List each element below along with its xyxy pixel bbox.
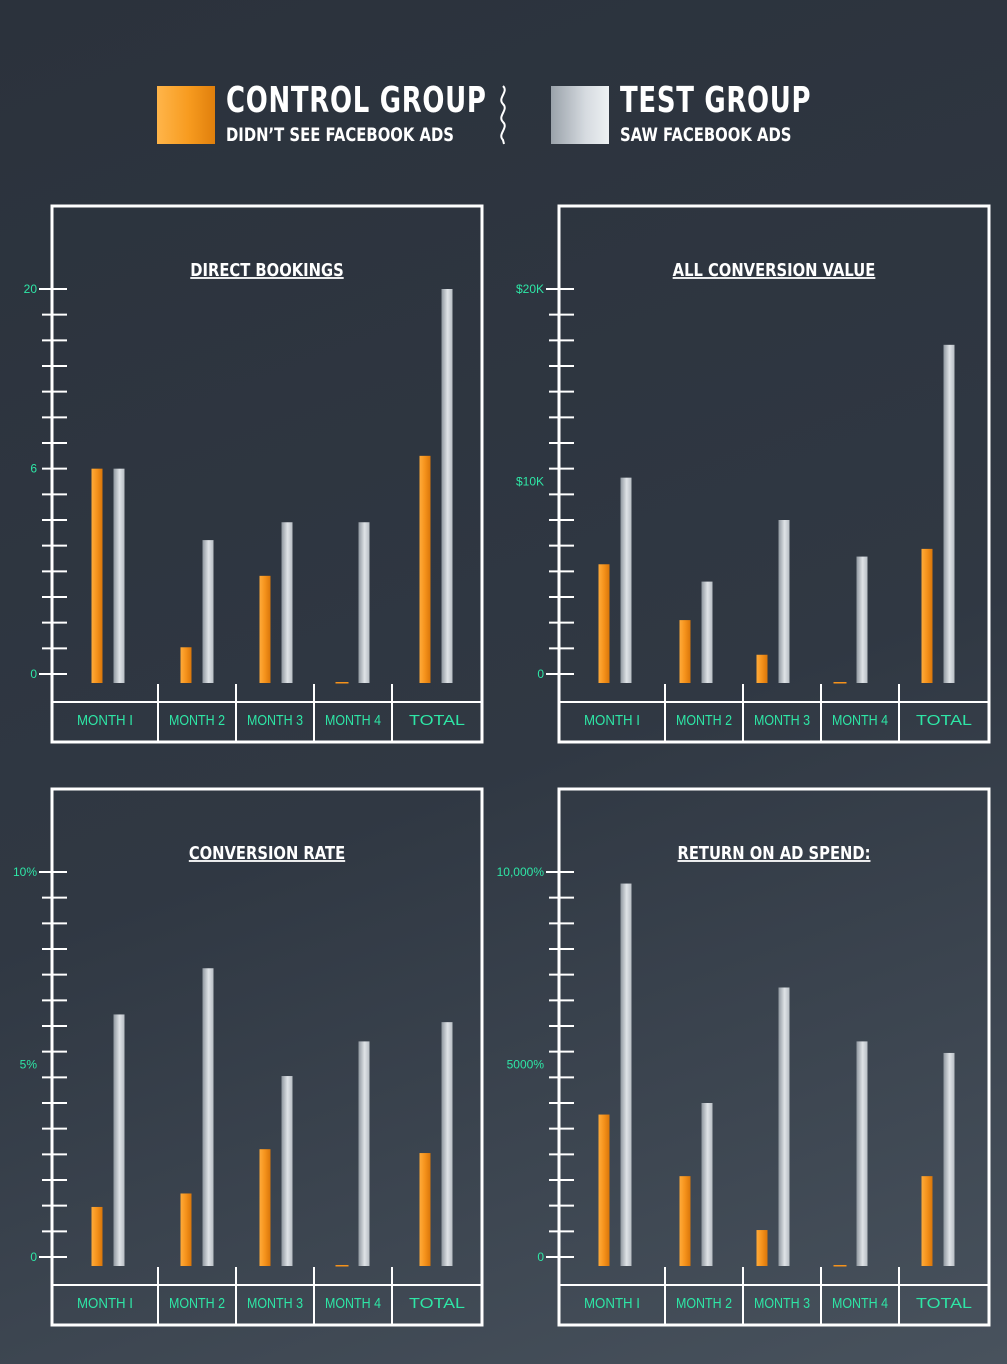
category-label: MONTH 3 <box>247 1295 303 1312</box>
bar-test <box>358 522 370 683</box>
bar-control <box>180 1193 192 1266</box>
chart-title: ALL CONVERSION VALUE <box>673 260 876 281</box>
y-tick-label: 0 <box>537 1250 544 1264</box>
bar-test <box>778 987 790 1266</box>
bar-control <box>259 1149 271 1266</box>
bar-control <box>598 1114 610 1266</box>
test-group-title: TEST GROUP <box>620 80 812 121</box>
chart-title: DIRECT BOOKINGS <box>190 260 343 281</box>
y-tick-label: $10K <box>516 475 544 489</box>
category-label: MONTH 2 <box>676 1295 732 1312</box>
y-tick-label: 10% <box>13 865 37 879</box>
category-label: TOTAL <box>409 712 465 729</box>
chart-panel-1: DIRECT BOOKINGS 0 6 20 MONTH I MONTH 2 MONTH 3… <box>24 204 484 744</box>
bar-test <box>620 883 632 1266</box>
chart-frame <box>50 204 484 744</box>
bar-test <box>281 522 293 683</box>
bar-control <box>598 564 610 683</box>
category-label: MONTH 4 <box>325 1295 381 1312</box>
chart-frame <box>50 787 484 1327</box>
bar-test <box>281 1076 293 1266</box>
category-label: TOTAL <box>916 712 972 729</box>
bar-control <box>259 575 271 683</box>
bar-test <box>943 344 955 683</box>
category-label: MONTH 3 <box>754 712 810 729</box>
squiggle-divider <box>500 85 506 145</box>
y-tick-label: 10,000% <box>497 865 545 879</box>
y-tick-label: 0 <box>30 667 37 681</box>
category-label: MONTH 2 <box>169 712 225 729</box>
bar-test <box>113 1014 125 1266</box>
category-label: MONTH 3 <box>247 712 303 729</box>
chart-panel-3: CONVERSION RATE 0 5% 10% MONTH I MONTH 2 MONTH… <box>13 787 484 1327</box>
bar-control <box>921 1176 933 1266</box>
bar-control <box>419 1153 431 1266</box>
test-group-swatch <box>551 86 609 144</box>
chart-panel-4: RETURN ON AD SPEND: 0 5000% 10,000% MONTH I M… <box>497 787 991 1327</box>
y-tick-label: 0 <box>537 667 544 681</box>
bar-control <box>756 1230 768 1266</box>
bar-control <box>180 647 192 683</box>
bar-test <box>441 1022 453 1266</box>
category-label: MONTH 3 <box>754 1295 810 1312</box>
bar-test <box>202 540 214 683</box>
category-label: MONTH I <box>584 1295 640 1312</box>
category-label: MONTH I <box>584 712 640 729</box>
bar-control <box>833 682 847 684</box>
bar-control <box>679 1176 691 1266</box>
chart-panel-2: ALL CONVERSION VALUE 0 $10K $20K MONTH I MONT… <box>516 204 991 744</box>
category-label: MONTH 4 <box>325 712 381 729</box>
bar-control <box>335 1265 349 1267</box>
test-group-subtitle: SAW FACEBOOK ADS <box>620 124 792 146</box>
bar-test <box>202 968 214 1266</box>
bar-control <box>419 455 431 683</box>
bar-test <box>778 520 790 683</box>
category-label: TOTAL <box>916 1295 972 1312</box>
chart-title: CONVERSION RATE <box>189 843 345 864</box>
category-label: MONTH 4 <box>832 712 888 729</box>
y-tick-label: 0 <box>30 1250 37 1264</box>
control-group-swatch <box>157 86 215 144</box>
bar-test <box>943 1052 955 1266</box>
category-label: MONTH 4 <box>832 1295 888 1312</box>
chart-title: RETURN ON AD SPEND: <box>678 843 871 864</box>
bar-control <box>91 1206 103 1266</box>
category-label: MONTH 2 <box>676 712 732 729</box>
bar-test <box>441 289 453 683</box>
legend: CONTROL GROUP DIDN’T SEE FACEBOOK ADS TE… <box>0 0 1007 190</box>
bar-control <box>91 468 103 683</box>
chart-frame <box>557 787 991 1327</box>
bar-test <box>856 556 868 683</box>
bar-test <box>113 468 125 683</box>
bar-test <box>856 1041 868 1266</box>
y-tick-label: 6 <box>30 462 37 476</box>
category-label: MONTH I <box>77 712 133 729</box>
chart-frame <box>557 204 991 744</box>
bar-test <box>620 477 632 683</box>
y-tick-label: 5% <box>20 1058 38 1072</box>
bar-control <box>756 654 768 683</box>
bar-control <box>335 682 349 684</box>
bar-test <box>358 1041 370 1266</box>
bar-control <box>921 548 933 683</box>
y-tick-label: 5000% <box>507 1058 545 1072</box>
bar-control <box>679 620 691 683</box>
category-label: TOTAL <box>409 1295 465 1312</box>
bar-test <box>701 1103 713 1266</box>
control-group-subtitle: DIDN’T SEE FACEBOOK ADS <box>226 124 454 146</box>
control-group-title: CONTROL GROUP <box>226 80 487 121</box>
y-tick-label: 20 <box>24 282 38 296</box>
y-tick-label: $20K <box>516 282 544 296</box>
bar-control <box>833 1265 847 1267</box>
category-label: MONTH 2 <box>169 1295 225 1312</box>
bar-test <box>701 581 713 683</box>
category-label: MONTH I <box>77 1295 133 1312</box>
